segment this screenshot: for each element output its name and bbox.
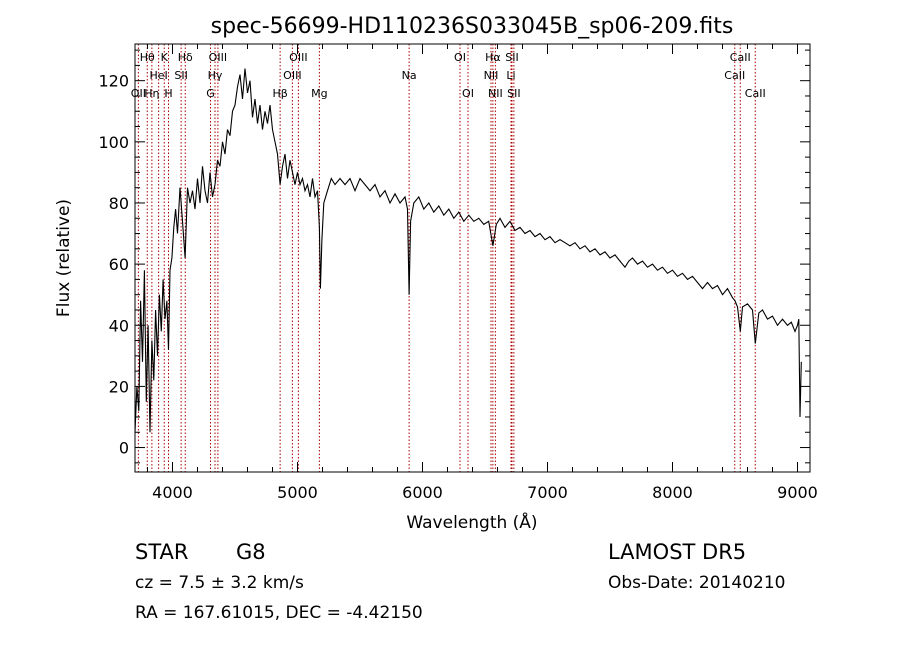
spectral-line-label: H [164,87,172,100]
plot-frame [134,43,811,473]
object-class: STAR [135,540,189,564]
y-tick-label: 40 [109,316,129,335]
spectral-line-label: OIII [283,69,301,82]
object-subclass: G8 [236,540,266,564]
spectral-line-label: Hα [485,51,501,64]
x-axis-label: Wavelength (Å) [406,511,537,533]
x-tick-label: 4000 [152,483,193,502]
survey-name: LAMOST DR5 [608,540,747,564]
x-tick-label: 5000 [277,483,318,502]
chart-title: spec-56699-HD110236S033045B_sp06-209.fit… [211,14,734,39]
spectral-line-labels: OIIHθHηHeIKHSIIHδGHγOIIIHβOIIIOIIIMgNaOI… [131,51,766,100]
spectral-line-label: G [206,87,215,100]
spectral-line-label: Hβ [272,87,287,100]
spectral-line-label: SII [505,51,518,64]
spectral-line-label: OIII [289,51,307,64]
spectral-line-label: CaII [730,51,751,64]
spectral-line-label: HeI [149,69,167,82]
redshift-velocity: cz = 7.5 ± 3.2 km/s [135,573,304,593]
ra-dec-coordinates: RA = 167.61015, DEC = -4.42150 [135,603,423,623]
y-tick-label: 20 [109,377,129,396]
y-tick-label: 80 [109,194,129,213]
y-tick-label: 60 [109,255,129,274]
spectral-line-label: Hη [144,87,159,100]
y-axis: 0 20 40 60 80 100 120 [98,49,810,464]
spectral-line-label: OI [454,51,466,64]
spectral-line-label: NII [484,69,499,82]
spectral-line-label: CaII [745,87,766,100]
observation-date: Obs-Date: 20140210 [608,573,786,593]
spectrum-line [134,68,802,433]
x-tick-label: 7000 [527,483,568,502]
spectral-line-label: OI [462,87,474,100]
spectral-line-label: SII [174,69,187,82]
spectral-line-label: Hθ [140,51,155,64]
spectral-line-label: Mg [311,87,327,100]
spectral-line-label: OIII [209,51,227,64]
y-tick-label: 120 [98,72,129,91]
spectral-line-label: Hδ [178,51,193,64]
spectral-line-label: K [161,51,169,64]
y-tick-label: 100 [98,133,129,152]
spectral-line-label: CaII [724,69,745,82]
spectral-line-label: Li [506,69,515,82]
y-tick-label: 0 [119,439,129,458]
spectral-line-label: SII [507,87,520,100]
x-axis: 4000 5000 6000 7000 8000 9000 [147,44,818,502]
x-tick-label: 6000 [402,483,443,502]
x-tick-label: 9000 [777,483,818,502]
spectral-line-label: NII [488,87,503,100]
y-axis-label: Flux (relative) [54,199,74,317]
spectral-line-label: Na [402,69,417,82]
spectral-line-label: Hγ [208,69,223,82]
spectral-line-markers [137,44,756,472]
x-tick-label: 8000 [652,483,693,502]
